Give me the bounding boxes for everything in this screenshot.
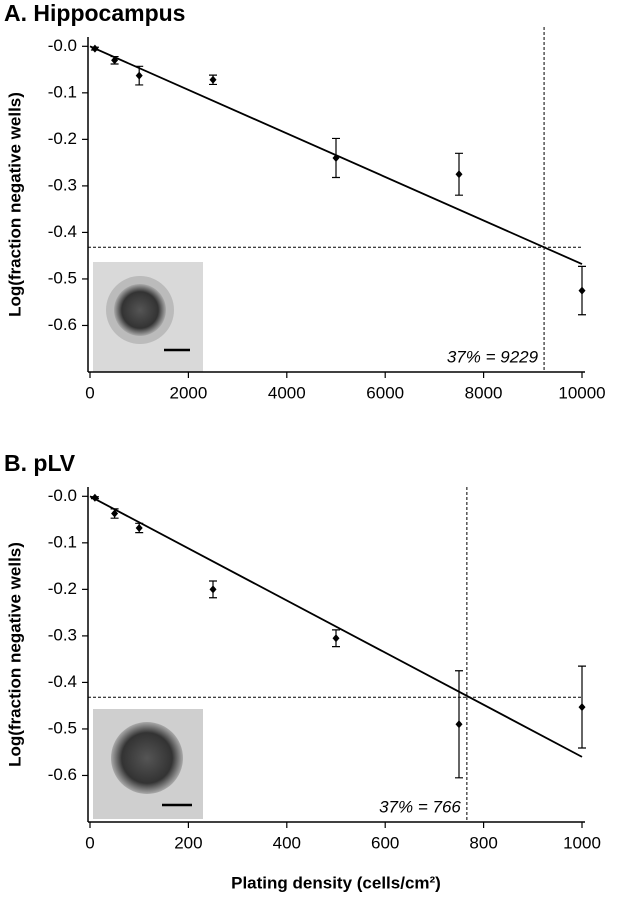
data-point [111, 56, 119, 65]
chart-title: B. pLV [4, 450, 76, 476]
y-tick-label: -0.1 [48, 532, 77, 551]
data-point [332, 634, 340, 643]
annotation: 37% = 9229 [447, 347, 539, 366]
x-tick-label: 4000 [268, 383, 306, 402]
x-tick-label: 10000 [558, 383, 605, 402]
y-tick-label: -0.4 [48, 672, 77, 691]
data-point [455, 170, 463, 179]
y-tick-label: -0.1 [48, 82, 77, 101]
y-tick-label: -0.0 [48, 36, 77, 55]
y-tick-label: -0.5 [48, 268, 77, 287]
chart-title: A. Hippocampus [4, 0, 185, 26]
data-point [578, 286, 586, 295]
y-tick-label: -0.2 [48, 129, 77, 148]
data-point [209, 75, 217, 84]
x-tick-label: 6000 [366, 383, 404, 402]
y-tick-label: -0.6 [48, 765, 77, 784]
x-tick-label: 400 [273, 833, 301, 852]
y-tick-label: -0.3 [48, 625, 77, 644]
x-tick-label: 0 [85, 833, 94, 852]
y-tick-label: -0.6 [48, 315, 77, 334]
x-tick-label: 2000 [169, 383, 207, 402]
x-tick-label: 800 [469, 833, 497, 852]
y-axis-label: Log(fraction negative wells) [5, 542, 24, 767]
data-point [332, 153, 340, 162]
inset-micrograph [93, 709, 203, 819]
y-tick-label: -0.0 [48, 486, 77, 505]
data-point [578, 703, 586, 712]
data-point [111, 509, 119, 518]
data-point [455, 720, 463, 729]
data-point [135, 523, 143, 532]
data-point [91, 493, 99, 502]
x-axis-label: Plating density (cells/cm²) [231, 873, 441, 892]
data-point [209, 585, 217, 594]
x-tick-label: 200 [174, 833, 202, 852]
x-tick-label: 600 [371, 833, 399, 852]
inset-micrograph [93, 262, 203, 372]
y-axis-label: Log(fraction negative wells) [5, 92, 24, 317]
fit-line [89, 495, 583, 758]
y-tick-label: -0.5 [48, 718, 77, 737]
y-tick-label: -0.2 [48, 579, 77, 598]
x-tick-label: 1000 [563, 833, 601, 852]
annotation: 37% = 766 [379, 797, 461, 816]
data-point [91, 44, 99, 53]
data-point [135, 71, 143, 80]
y-tick-label: -0.4 [48, 222, 77, 241]
x-tick-label: 0 [85, 383, 94, 402]
x-tick-label: 8000 [465, 383, 503, 402]
y-tick-label: -0.3 [48, 175, 77, 194]
